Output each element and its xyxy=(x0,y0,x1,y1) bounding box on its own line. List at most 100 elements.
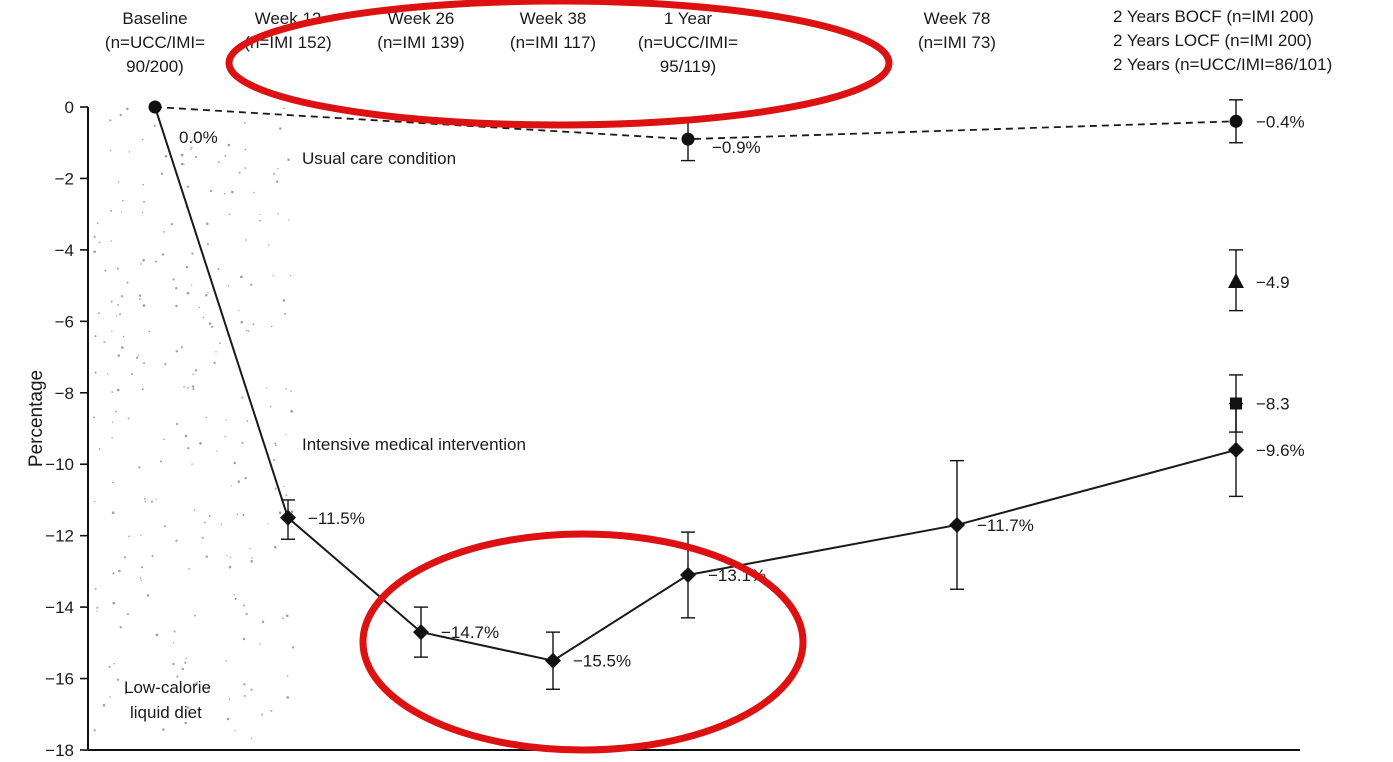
stipple-dot xyxy=(223,192,226,195)
stipple-dot xyxy=(123,556,127,559)
data-label: 0.0% xyxy=(179,128,218,147)
stipple-dot xyxy=(199,442,202,445)
stipple-dot xyxy=(164,154,168,158)
stipple-dot xyxy=(119,113,122,117)
timepoint-label: Week 26 xyxy=(388,9,455,28)
y-tick-label: −18 xyxy=(45,741,74,760)
stipple-dot xyxy=(205,555,208,558)
stipple-dot xyxy=(284,313,286,315)
stipple-dot xyxy=(162,728,165,731)
stipple-dot xyxy=(244,476,247,480)
stipple-dot xyxy=(109,696,111,698)
stipple-dot xyxy=(250,283,253,286)
timepoint-label: Week 78 xyxy=(924,9,991,28)
timepoint-label: Week 38 xyxy=(520,9,587,28)
stipple-dot xyxy=(184,721,188,725)
stipple-dot xyxy=(153,124,156,127)
stipple-dot xyxy=(111,511,115,515)
stipple-dot xyxy=(226,717,230,721)
stipple-dot xyxy=(164,363,167,366)
timepoint-label: (n=IMI 139) xyxy=(377,33,464,52)
stipple-dot xyxy=(174,286,178,290)
stipple-dot xyxy=(102,703,106,707)
stipple-dot xyxy=(208,322,212,325)
intervention-point xyxy=(413,624,429,641)
stipple-dot xyxy=(93,235,96,238)
stipple-dot xyxy=(170,222,173,226)
stipple-dot xyxy=(290,510,294,513)
stipple-dot xyxy=(275,444,277,447)
data-label: −8.3 xyxy=(1256,394,1290,413)
stipple-dot xyxy=(270,325,273,328)
stipple-dot xyxy=(216,450,218,452)
stipple-dot xyxy=(150,500,154,503)
stipple-dot xyxy=(285,614,289,618)
timepoint-label: (n=IMI 117) xyxy=(510,33,596,52)
stipple-dot xyxy=(110,300,113,303)
stipple-dot xyxy=(121,199,124,202)
stipple-dot xyxy=(96,222,99,225)
stipple-dot xyxy=(282,617,285,620)
stipple-dot xyxy=(193,509,196,511)
stipple-dot xyxy=(227,285,230,287)
stipple-dot xyxy=(215,351,217,353)
stipple-dot xyxy=(94,501,96,503)
stipple-dot xyxy=(266,387,268,389)
stipple-dot xyxy=(185,265,189,269)
stipple-dot xyxy=(140,263,142,265)
stipple-dot xyxy=(172,662,175,666)
data-label: −0.9% xyxy=(712,138,761,157)
stipple-dot xyxy=(252,323,255,326)
stipple-dot xyxy=(111,421,114,423)
stipple-dot xyxy=(230,485,232,487)
stipple-dot xyxy=(291,646,295,649)
stipple-dot xyxy=(107,373,109,375)
stipple-dot xyxy=(291,525,293,528)
stipple-dot xyxy=(204,521,206,524)
stipple-dot xyxy=(274,442,277,445)
stipple-dot xyxy=(138,294,142,297)
intervention-point xyxy=(1228,441,1244,458)
stipple-dot xyxy=(285,387,287,390)
stipple-dot xyxy=(189,148,192,150)
stipple-dot xyxy=(249,547,251,550)
stipple-dot xyxy=(116,678,120,681)
stipple-dot xyxy=(288,219,290,221)
stipple-dot xyxy=(250,688,253,691)
stipple-dot xyxy=(141,212,144,214)
stipple-dot xyxy=(191,385,195,388)
stipple-dot xyxy=(143,362,146,365)
stipple-dot xyxy=(225,419,227,421)
stipple-dot xyxy=(104,269,107,272)
stipple-dot xyxy=(277,213,279,215)
stipple-dot xyxy=(246,420,249,422)
stipple-dot xyxy=(155,498,157,500)
stipple-dot xyxy=(219,342,221,344)
stipple-dot xyxy=(186,386,189,389)
intervention-point xyxy=(280,509,296,526)
stipple-dot xyxy=(247,330,250,332)
intervention-point xyxy=(545,652,561,669)
stipple-dot xyxy=(128,151,131,153)
stipple-dot xyxy=(273,545,277,549)
stipple-dot xyxy=(140,534,142,536)
y-tick-label: −6 xyxy=(55,312,74,331)
stipple-dot xyxy=(240,275,243,279)
stipple-dot xyxy=(217,161,220,163)
stipple-dot xyxy=(211,325,214,328)
stipple-dot xyxy=(143,200,145,203)
stipple-dot xyxy=(243,683,246,686)
timepoint-label: 95/119) xyxy=(660,57,716,76)
annotation-label: liquid diet xyxy=(130,703,202,722)
end-header-label: 2 Years BOCF (n=IMI 200) xyxy=(1113,7,1314,26)
highlight-ellipse-header xyxy=(225,0,893,129)
stipple-dot xyxy=(194,614,196,617)
stipple-dot xyxy=(142,183,144,186)
stipple-dot xyxy=(120,295,124,298)
intervention-point xyxy=(680,566,696,583)
data-label: −9.6% xyxy=(1256,441,1305,460)
stipple-dot xyxy=(192,373,195,375)
timepoint-label: (n=IMI 73) xyxy=(918,33,996,52)
stipple-dot xyxy=(273,172,275,175)
stipple-dot xyxy=(142,304,146,307)
